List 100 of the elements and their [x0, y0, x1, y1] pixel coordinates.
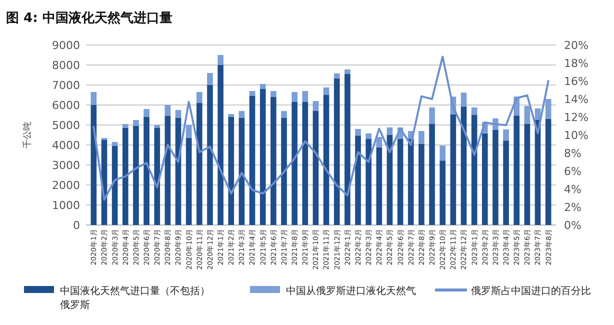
bar: [90, 92, 97, 105]
bar: [334, 78, 340, 225]
y2-tick-label: 14%: [564, 92, 588, 106]
bar: [429, 107, 435, 124]
bar: [366, 133, 372, 139]
bar: [344, 74, 350, 225]
y-axis-title: 千公吨: [22, 122, 33, 148]
y-tick-label: 9000: [52, 38, 80, 52]
bar: [344, 69, 350, 74]
bar: [545, 99, 552, 119]
y2-tick-label: 2%: [564, 200, 582, 214]
bar: [492, 130, 498, 225]
bar: [386, 135, 393, 225]
bar: [228, 117, 234, 225]
bar: [366, 139, 372, 225]
bar: [545, 119, 552, 225]
y2-tick-label: 4%: [564, 182, 582, 196]
y-tick-label: 4000: [52, 138, 80, 152]
bar: [482, 133, 488, 225]
bar: [196, 92, 202, 103]
bar: [112, 146, 118, 225]
bar: [440, 146, 446, 161]
legend-label: 俄罗斯占中国进口的百分比: [471, 285, 591, 297]
bar: [218, 65, 224, 225]
y2-tick-label: 0%: [564, 218, 582, 232]
bar: [440, 160, 446, 225]
bar: [207, 73, 213, 85]
bar: [270, 97, 276, 225]
bar: [503, 140, 509, 225]
y-tick-label: 0: [73, 218, 80, 232]
bar: [186, 138, 192, 225]
y-tick-label: 2000: [52, 178, 80, 192]
bar: [534, 108, 541, 120]
bar: [312, 111, 319, 225]
bar: [524, 106, 530, 124]
y-tick-label: 1000: [52, 198, 80, 212]
bar: [429, 124, 435, 225]
y-tick-label: 5000: [52, 118, 80, 132]
y2-tick-label: 12%: [564, 110, 588, 124]
bar: [323, 87, 330, 95]
bar: [260, 89, 266, 225]
bar: [397, 139, 404, 225]
bar: [249, 96, 256, 225]
bar: [386, 127, 393, 135]
bar: [218, 55, 224, 65]
bar: [249, 91, 256, 96]
bar: [460, 106, 467, 225]
chart-title: 图 4: 中国液化天然气进口量: [6, 10, 172, 26]
bar: [450, 114, 456, 225]
legend-label: 中国从俄罗斯进口液化天然气: [286, 285, 416, 297]
bar: [270, 91, 276, 97]
bar: [418, 131, 424, 144]
bar: [238, 118, 245, 225]
bar: [292, 102, 298, 225]
y-tick-label: 3000: [52, 158, 80, 172]
bar: [133, 126, 139, 225]
bar: [122, 128, 128, 225]
legend-label: 中国液化天然气进口量（不包括）俄罗斯: [60, 285, 210, 311]
bar: [144, 117, 150, 225]
bar: [302, 91, 308, 102]
bar: [312, 101, 319, 111]
bar: [408, 139, 414, 225]
bar: [133, 120, 139, 126]
bar: [122, 124, 128, 128]
bar: [292, 92, 298, 102]
bar: [376, 147, 382, 225]
bar: [418, 144, 424, 225]
bar: [175, 110, 182, 118]
bar: [260, 84, 266, 89]
bar: [154, 128, 160, 225]
bar: [460, 92, 467, 107]
bar: [228, 114, 234, 117]
bar: [186, 125, 192, 138]
bar: [355, 136, 361, 225]
bar: [524, 124, 530, 225]
line-series: [92, 56, 550, 201]
bar: [323, 95, 330, 225]
y2-tick-label: 16%: [564, 74, 588, 88]
bar: [281, 111, 287, 118]
bar: [207, 85, 213, 225]
bar: [503, 129, 509, 141]
bar: [471, 115, 478, 225]
bar: [164, 116, 171, 225]
bar: [302, 102, 308, 225]
bar: [355, 129, 361, 136]
y2-tick-label: 6%: [564, 164, 582, 178]
y-tick-label: 8000: [52, 58, 80, 72]
bar: [334, 73, 340, 78]
y-tick-label: 7000: [52, 78, 80, 92]
bar: [281, 118, 287, 225]
bar: [471, 107, 478, 115]
bar: [238, 111, 245, 118]
bar: [196, 103, 202, 225]
bar: [376, 137, 382, 148]
y-tick-label: 6000: [52, 98, 80, 112]
bar: [154, 125, 160, 128]
y2-tick-label: 8%: [564, 146, 582, 160]
bar: [164, 105, 171, 116]
y2-tick-label: 20%: [564, 38, 588, 52]
bar: [144, 109, 150, 117]
